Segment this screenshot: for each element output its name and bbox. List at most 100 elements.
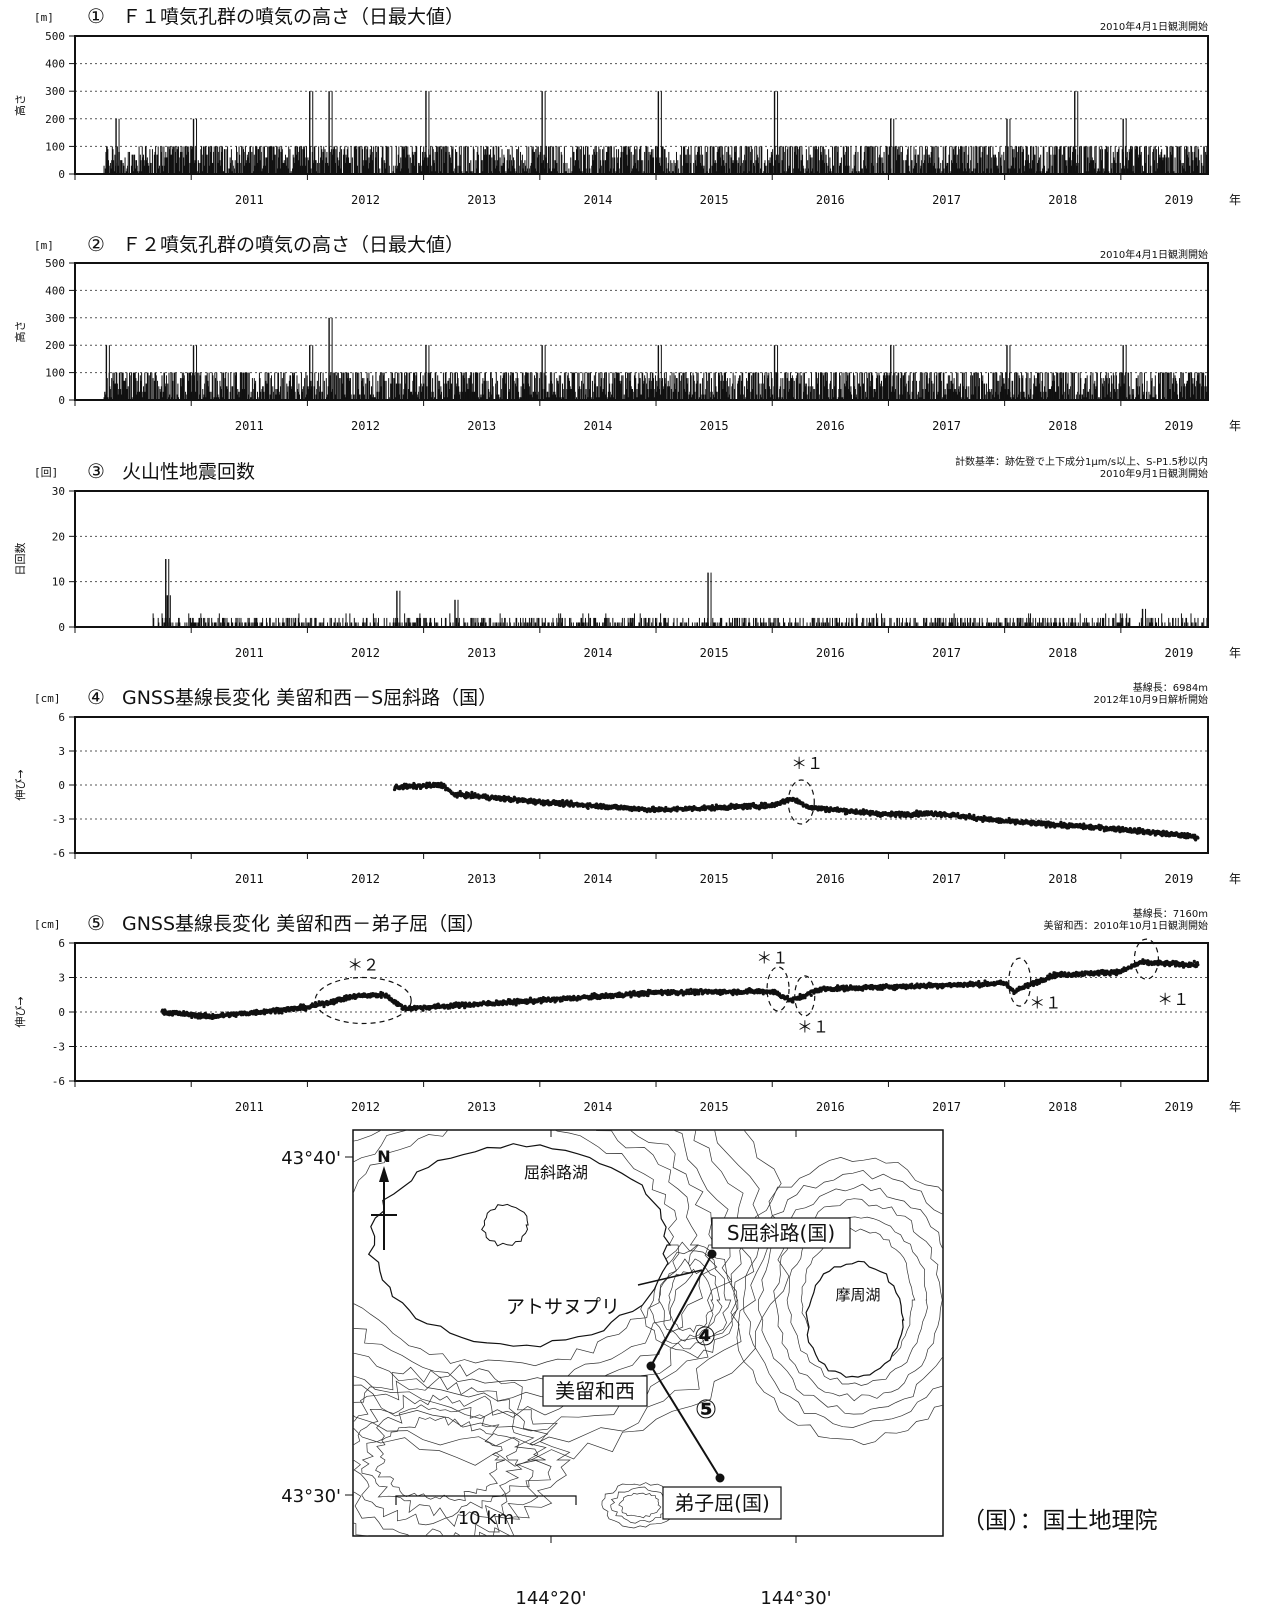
panel-title: 火山性地震回数 [122, 461, 255, 483]
data-point [748, 806, 752, 810]
data-point [458, 789, 462, 794]
panel-3: [回] ③ 火山性地震回数 計数基準：跡佐登で上下成分1μm/s以上、S-P1.5秒以… [14, 455, 1241, 660]
x-tick-label: 2015 [700, 419, 729, 433]
panel-number: ③ [87, 459, 105, 483]
y-tick-label: 10 [52, 576, 65, 589]
x-tick-label: 2016 [816, 646, 845, 660]
x-tick-label: 2011 [235, 419, 264, 433]
x-tick-label: 2015 [700, 872, 729, 886]
y-tick-label: 200 [45, 113, 65, 126]
plot-frame [74, 716, 1209, 854]
y-tick-label: -6 [52, 847, 65, 860]
x-tick-label: 2012 [351, 193, 380, 207]
x-tick-label: 2017 [932, 646, 961, 660]
y-tick-label: 300 [45, 85, 65, 98]
y-tick-label: 30 [52, 485, 65, 498]
x-axis-unit: 年 [1229, 872, 1241, 886]
x-tick-label: 2019 [1164, 872, 1193, 886]
unit-label: [回] [34, 466, 58, 479]
x-tick-label: 2013 [467, 646, 496, 660]
x-tick-label: 2017 [932, 419, 961, 433]
y-tick-label: -3 [52, 813, 65, 826]
panel-note: 2010年4月1日観測開始 [1100, 20, 1208, 33]
unit-label: [m] [34, 239, 54, 252]
y-axis-label: 高さ [13, 94, 27, 116]
unit-label: [cm] [34, 692, 61, 705]
x-tick-label: 2017 [932, 872, 961, 886]
y-tick-label: 500 [45, 30, 65, 43]
y-tick-label: 0 [58, 621, 65, 634]
y-tick-label: 500 [45, 257, 65, 270]
unit-label: [m] [34, 11, 54, 24]
x-tick-label: 2016 [816, 872, 845, 886]
x-tick-label: 2013 [467, 419, 496, 433]
panel-note: 2010年4月1日観測開始 [1100, 248, 1208, 261]
x-tick-label: 2011 [235, 646, 264, 660]
y-axis-label: 高さ [13, 321, 27, 343]
x-tick-label: 2012 [351, 646, 380, 660]
x-tick-label: 2014 [583, 872, 612, 886]
panel-note: 2012年10月9日解析開始 [1093, 693, 1208, 706]
x-tick-label: 2019 [1164, 419, 1193, 433]
x-tick-label: 2019 [1164, 193, 1193, 207]
data-point [594, 802, 599, 806]
data-point [561, 798, 565, 803]
x-axis-unit: 年 [1229, 193, 1241, 207]
x-tick-label: 2019 [1164, 646, 1193, 660]
x-tick-label: 2015 [700, 646, 729, 660]
y-axis-label: 日回数 [14, 543, 27, 576]
x-tick-label: 2017 [932, 193, 961, 207]
x-tick-label: 2016 [816, 193, 845, 207]
x-tick-label: 2012 [351, 872, 380, 886]
x-axis-unit: 年 [1229, 646, 1241, 660]
x-tick-label: 2016 [816, 419, 845, 433]
x-tick-label: 2018 [1048, 419, 1077, 433]
y-tick-label: 100 [45, 140, 65, 153]
x-tick-label: 2011 [235, 872, 264, 886]
x-tick-label: 2013 [467, 872, 496, 886]
x-tick-label: 2012 [351, 419, 380, 433]
data-point [751, 801, 756, 806]
panel-number: ② [87, 232, 105, 256]
x-tick-label: 2018 [1048, 193, 1077, 207]
panel-number: ④ [87, 685, 105, 709]
y-tick-label: 400 [45, 58, 65, 71]
data-point [586, 806, 590, 810]
x-tick-label: 2018 [1048, 872, 1077, 886]
x-tick-label: 2011 [235, 193, 264, 207]
y-tick-label: 0 [58, 168, 65, 181]
panel-note: 計数基準：跡佐登で上下成分1μm/s以上、S-P1.5秒以内 [955, 455, 1208, 468]
bar-series [152, 559, 1208, 627]
y-tick-label: 300 [45, 312, 65, 325]
plot-frame [74, 490, 1209, 628]
data-point [599, 802, 603, 806]
y-axis-label: 伸び→ [14, 769, 27, 800]
y-tick-label: 200 [45, 339, 65, 352]
y-tick-label: 0 [58, 394, 65, 407]
y-tick-label: 100 [45, 367, 65, 380]
panel-number: ① [87, 4, 105, 28]
panel-title: Ｆ１噴気孔群の噴気の高さ（日最大値） [122, 6, 464, 28]
panel-4: [cm] ④ GNSS基線長変化 美留和西－S屈斜路（国） 基線長：6984m2012… [14, 681, 1241, 886]
y-tick-label: 20 [52, 530, 65, 543]
y-tick-label: 6 [58, 711, 65, 724]
y-tick-label: 400 [45, 284, 65, 297]
x-tick-label: 2018 [1048, 646, 1077, 660]
x-tick-label: 2015 [700, 193, 729, 207]
panel-note: 2010年9月1日観測開始 [1100, 467, 1208, 480]
x-tick-label: 2013 [467, 193, 496, 207]
y-tick-label: 3 [58, 745, 65, 758]
scatter-series [392, 781, 1200, 842]
x-axis-unit: 年 [1229, 419, 1241, 433]
x-tick-label: 2014 [583, 646, 612, 660]
x-tick-label: 2014 [583, 419, 612, 433]
bar-series [103, 317, 1209, 400]
bar-series [103, 91, 1209, 174]
panel-title: GNSS基線長変化 美留和西－S屈斜路（国） [122, 687, 497, 709]
panel-note: 基線長：6984m [1133, 681, 1208, 694]
y-tick-label: 0 [58, 779, 65, 792]
panel-title: Ｆ２噴気孔群の噴気の高さ（日最大値） [122, 234, 464, 256]
